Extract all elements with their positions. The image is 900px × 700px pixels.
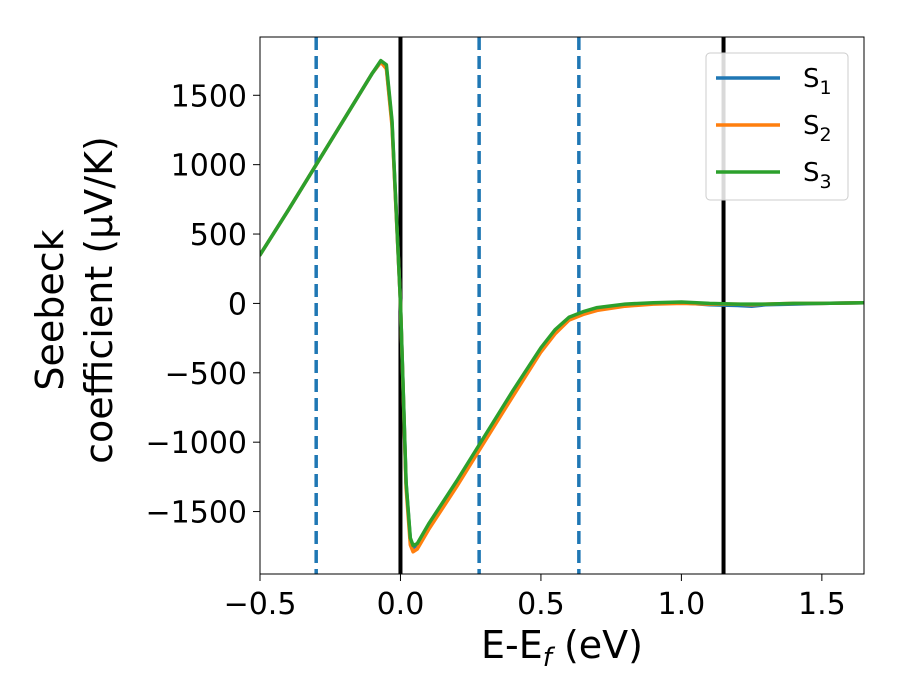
legend-label-s1: S1 — [803, 64, 832, 99]
x-tick-label: 0.0 — [377, 587, 425, 622]
y-tick-label: 1500 — [171, 79, 247, 114]
x-tick-label: −0.5 — [224, 587, 297, 622]
y-axis-label-line2: coefficient (μV/K) — [77, 136, 121, 464]
y-tick-label: 500 — [190, 218, 247, 253]
x-axis-label: E-Ef (eV) — [481, 623, 643, 673]
x-tick-label: 1.0 — [658, 587, 706, 622]
legend-label-s2: S2 — [803, 111, 832, 146]
legend: S1 S2 S3 — [705, 52, 849, 201]
y-tick-label: −500 — [165, 357, 247, 392]
y-tick-label: 1000 — [171, 149, 247, 184]
y-tick-label: −1000 — [146, 426, 247, 461]
y-tick-label: −1500 — [146, 496, 247, 531]
x-tick-label: 0.5 — [517, 587, 565, 622]
y-tick-label: 0 — [228, 287, 247, 322]
x-axis-ticks: −0.5 0.0 0.5 1.0 1.5 — [224, 574, 846, 622]
y-axis-ticks: −1500 −1000 −500 0 500 1000 1500 — [146, 79, 260, 531]
series-line-s3 — [260, 58, 864, 548]
y-axis-label: Seebeck coefficient (μV/K) — [28, 136, 121, 464]
y-axis-label-line1: Seebeck — [28, 229, 72, 390]
series-lines — [260, 58, 864, 554]
x-tick-label: 1.5 — [798, 587, 846, 622]
legend-label-s3: S3 — [803, 158, 832, 193]
plot-frame — [259, 36, 865, 575]
